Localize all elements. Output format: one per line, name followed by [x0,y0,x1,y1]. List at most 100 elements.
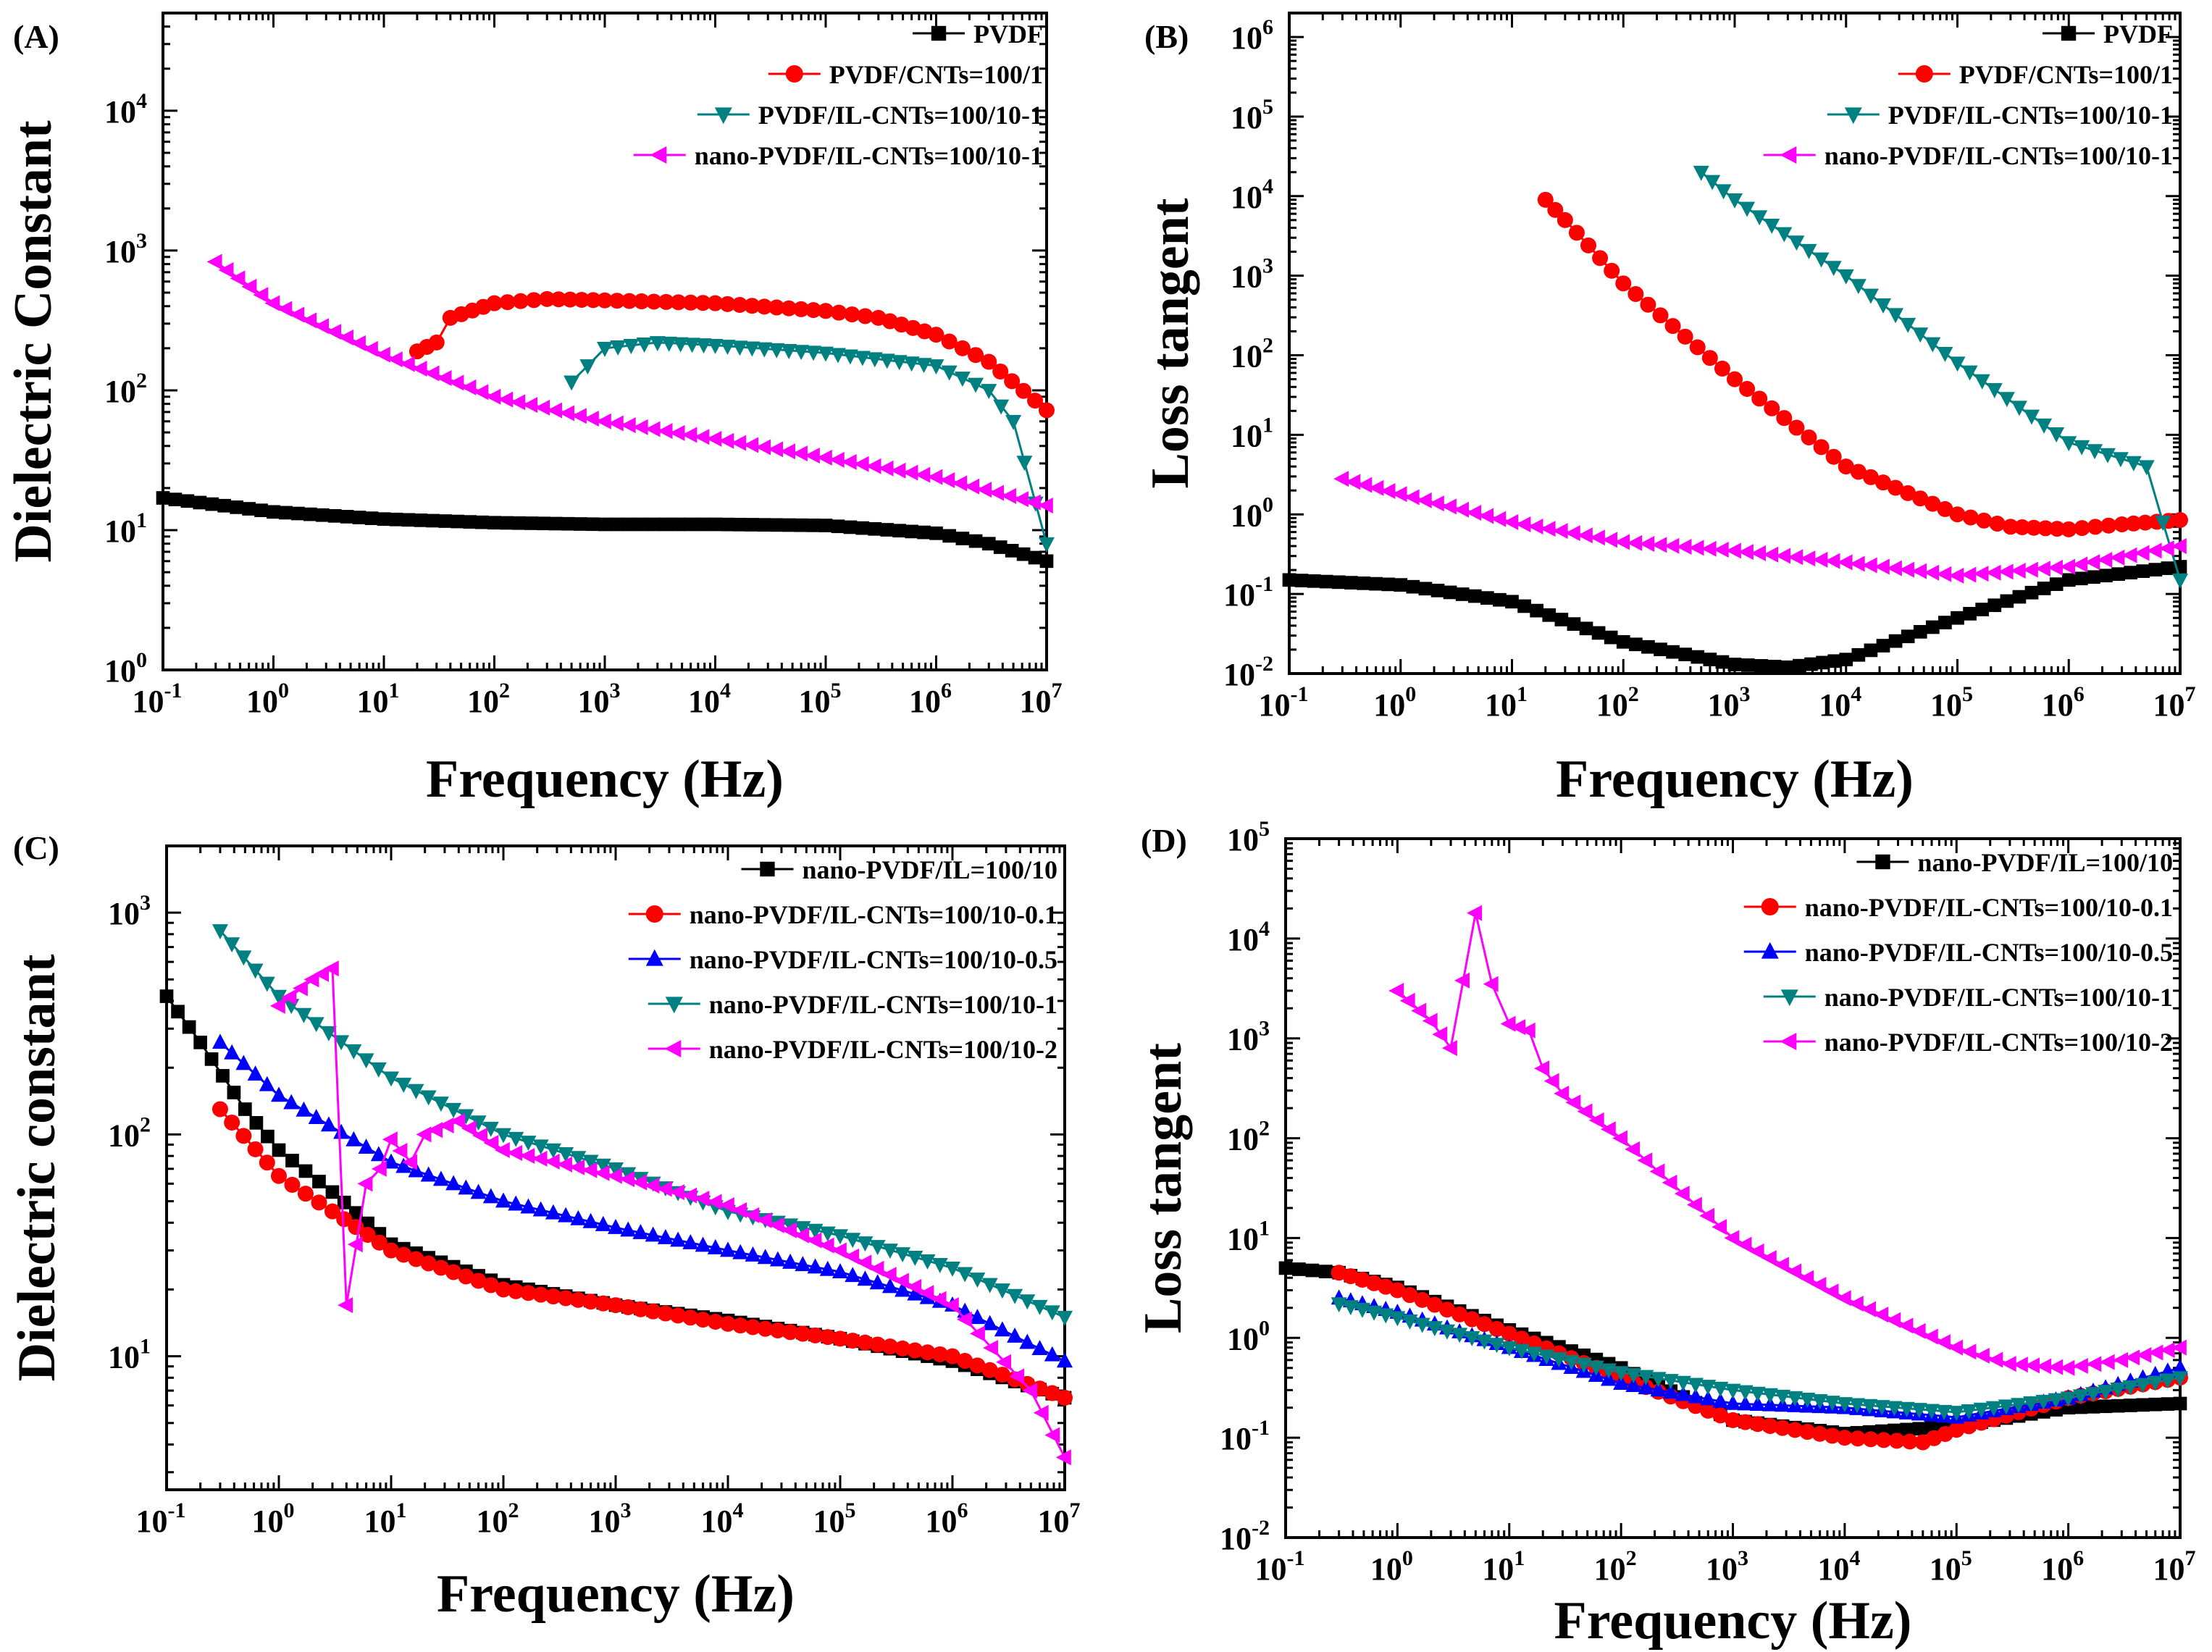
data-point [424,365,440,382]
data-point [941,365,958,381]
data-point [1835,1290,1851,1307]
data-point [756,342,773,358]
data-point [1825,261,1842,277]
data-point [1366,1305,1383,1321]
data-point [1004,373,1021,390]
data-point [1748,1243,1764,1259]
data-point [438,1118,454,1134]
data-point [1513,1343,1530,1359]
data-point [1564,525,1580,542]
data-point [2074,520,2090,537]
data-point [608,1297,624,1314]
data-point [2072,1389,2089,1405]
series-5 [269,960,1071,1466]
data-point [1737,1414,1754,1430]
data-point [512,293,529,309]
data-point [259,1076,275,1091]
data-point [895,1281,911,1297]
data-point [981,1278,998,1293]
data-point [2124,1349,2140,1366]
data-point [1402,1287,1418,1304]
data-point [620,1221,637,1237]
data-point [579,359,596,375]
data-point [1543,1073,1559,1089]
data-point [606,1167,622,1184]
series-4 [1333,471,2187,584]
data-point [461,1120,477,1136]
data-point [1985,564,2001,581]
data-point [1443,585,1457,600]
data-point [264,295,280,311]
data-point [857,1334,874,1351]
data-point [1005,543,1019,558]
data-point [218,261,234,278]
x-tick-label: 105 [813,1498,856,1539]
panel-label: (C) [13,829,59,866]
data-point [857,308,874,324]
data-point [1513,1330,1530,1347]
data-point [782,518,796,532]
data-point [570,1291,587,1308]
x-tick-label: 107 [2153,1546,2196,1587]
y-tick-label: 101 [1227,1216,1270,1257]
data-point [1488,1320,1505,1337]
data-point [1713,542,1729,558]
data-point [829,348,846,364]
data-point [1307,574,1321,588]
data-point [831,519,845,534]
data-point [853,456,869,472]
y-tick-label: 102 [108,1112,151,1153]
data-point [382,1131,398,1148]
data-point [1804,657,1818,671]
legend-label: PVDF [2103,20,2173,49]
data-point [1912,1422,1927,1436]
data-point [2037,520,2054,537]
data-point [2060,558,2076,575]
data-point [2112,452,2129,468]
x-tick-label: 107 [2153,682,2196,723]
data-point [706,1194,722,1210]
data-point [1625,1377,1642,1393]
data-point [647,517,661,532]
data-point [499,294,516,311]
data-point [1963,607,1977,621]
data-point [1530,603,1544,618]
data-point [1677,328,1693,345]
data-point [303,971,319,988]
data-point [818,346,834,362]
data-point [917,525,931,540]
data-point [297,1186,314,1202]
data-point [438,514,453,528]
data-point [804,448,820,464]
x-tick-label: 106 [909,679,952,719]
data-point [1478,508,1494,524]
data-point [370,1062,387,1078]
chart-panel-b: 10-1 100 101 102 103 104 105 106 10710-210-11001… [1141,12,2196,809]
legend-label: nano-PVDF/IL=100/10 [802,855,1057,884]
data-point [1500,1015,1516,1032]
data-point [2148,1397,2163,1412]
x-tick-label: 104 [701,1498,744,1539]
legend-marker [664,1040,682,1057]
data-point [1811,1276,1827,1293]
x-tick-label: 101 [1485,682,1528,723]
data-point [598,517,612,532]
data-point [522,397,538,414]
data-point [757,1249,774,1265]
data-point [340,510,354,524]
data-point [259,1154,275,1171]
data-point [293,980,308,997]
data-point [1849,1430,1866,1447]
data-point [1827,654,1842,668]
x-tick-label: 10-1 [136,1498,186,1539]
data-point [395,1157,412,1173]
data-point [781,300,797,316]
data-point [1563,1354,1580,1370]
legend-label: PVDF/CNTs=100/1 [829,60,1043,89]
data-point [1662,1174,1677,1191]
data-point [1761,1250,1777,1267]
x-axis-title: Frequency (Hz) [426,750,784,809]
data-point [857,1236,874,1252]
data-point [1899,561,1914,578]
